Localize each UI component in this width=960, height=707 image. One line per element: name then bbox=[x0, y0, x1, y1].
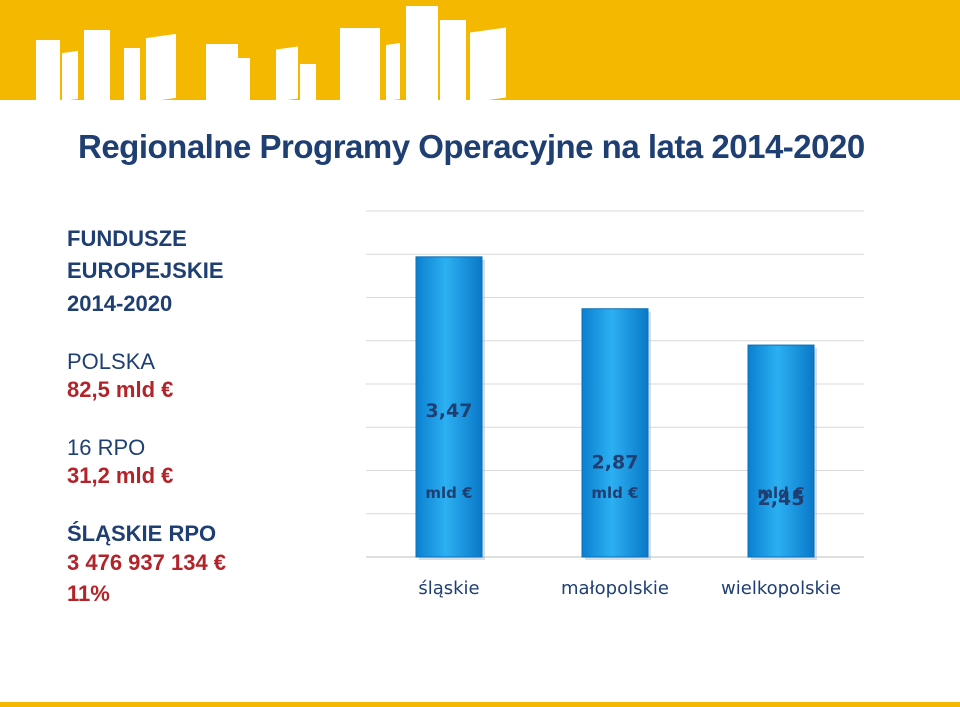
bar-wielkopolskie bbox=[747, 344, 815, 558]
banner-block bbox=[124, 48, 140, 100]
banner-block bbox=[36, 40, 60, 100]
banner-block bbox=[84, 30, 110, 100]
funds-heading-line-1: FUNDUSZE bbox=[67, 226, 187, 251]
rpo-label: 16 RPO bbox=[67, 435, 146, 460]
bar-value-label: 2,45 bbox=[758, 488, 805, 510]
bar-małopolskie bbox=[581, 308, 649, 558]
banner-block bbox=[406, 6, 438, 100]
header-banner bbox=[0, 0, 960, 100]
banner-block bbox=[206, 44, 238, 100]
chart-bars bbox=[415, 256, 817, 560]
silesia-label: ŚLĄSKIE RPO bbox=[67, 521, 217, 546]
bar-unit-label: mld € bbox=[757, 484, 804, 502]
x-tick-label: śląskie bbox=[418, 578, 479, 599]
bar-value-label: 2,87 bbox=[592, 452, 639, 474]
banner-block bbox=[340, 28, 380, 100]
banner-block bbox=[440, 20, 466, 100]
x-tick-label: wielkopolskie bbox=[721, 578, 841, 599]
rpo-value: 31,2 mld € bbox=[67, 463, 174, 488]
silesia-share: 11% bbox=[67, 581, 110, 606]
bar-value-label: 3,47 bbox=[426, 400, 473, 422]
silesia-value: 3 476 937 134 € bbox=[67, 550, 227, 575]
poland-label: POLSKA bbox=[67, 349, 156, 374]
banner-block bbox=[238, 58, 250, 100]
funds-heading-line-3: 2014-2020 bbox=[67, 291, 173, 316]
banner-block bbox=[300, 64, 316, 100]
bar-śląskie bbox=[415, 256, 483, 558]
poland-value: 82,5 mld € bbox=[67, 377, 174, 402]
x-tick-label: małopolskie bbox=[561, 578, 669, 599]
chart-labels: 3,47 mld € śląskie 2,87 mld € małopolskie 2,45… bbox=[418, 400, 841, 599]
footer-rule bbox=[0, 702, 960, 707]
bar-unit-label: mld € bbox=[425, 484, 472, 502]
page-title: Regionalne Programy Operacyjne na lata 2… bbox=[78, 128, 865, 165]
bar-unit-label: mld € bbox=[591, 484, 638, 502]
funds-heading-line-2: EUROPEJSKIE bbox=[67, 258, 224, 283]
